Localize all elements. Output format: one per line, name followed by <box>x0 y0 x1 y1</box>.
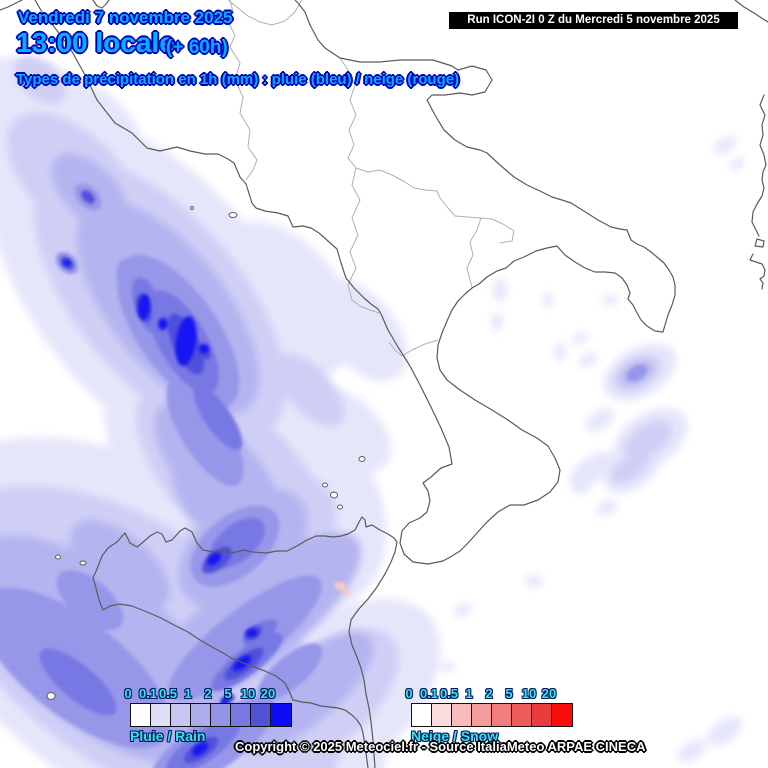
island-outline <box>46 692 56 700</box>
coastline <box>734 0 768 23</box>
scale-tick: 1 <box>465 686 473 701</box>
scale-tick: 10 <box>521 686 537 701</box>
island-outline <box>330 491 338 499</box>
scale-cell <box>512 704 532 726</box>
scale-cell <box>452 704 472 726</box>
island-outline <box>322 482 328 488</box>
region-border <box>347 167 380 314</box>
scale-cell <box>492 704 512 726</box>
region-border <box>388 339 439 357</box>
coastline <box>754 238 765 248</box>
scale-tick: 0.1 <box>138 686 158 701</box>
scale-tick: 2 <box>204 686 212 701</box>
scale-cell <box>151 704 171 726</box>
scale-cell <box>472 704 492 726</box>
scale-tick: 5 <box>505 686 513 701</box>
copyright-line: Copyright © 2025 Meteociel.fr - Source I… <box>235 739 646 754</box>
scale-cell <box>251 704 271 726</box>
island-outline <box>228 212 238 218</box>
coastline <box>92 516 398 768</box>
scale-cell <box>552 704 572 726</box>
coastline <box>751 94 767 237</box>
scale-tick: 0 <box>124 686 132 701</box>
forecast-time: 13:00 locale <box>16 27 175 58</box>
scale-cell <box>131 704 151 726</box>
map-subtitle: Types de précipitation en 1h (mm) : plui… <box>16 71 460 88</box>
island-outline <box>79 560 87 566</box>
coastline <box>0 0 23 11</box>
region-border <box>227 0 258 181</box>
scale-tick: 0.5 <box>158 686 178 701</box>
scale-tick: 5 <box>224 686 232 701</box>
scale-tick: 20 <box>260 686 276 701</box>
snow-legend: 0 0.1 0.5 1 2 5 10 20 Neige / Snow <box>393 686 593 748</box>
scale-tick: 20 <box>541 686 557 701</box>
region-border <box>466 217 482 288</box>
scale-tick: 0.5 <box>439 686 459 701</box>
coastline <box>34 0 676 565</box>
forecast-date: Vendredi 7 novembre 2025 <box>18 8 233 27</box>
coastline <box>749 253 766 290</box>
scale-cell <box>211 704 231 726</box>
island-outline <box>55 554 61 560</box>
scale-cell <box>532 704 552 726</box>
model-run-info: Run ICON-2I 0 Z du Mercredi 5 novembre 2… <box>449 12 738 29</box>
snow-spots <box>334 582 350 595</box>
island-outline <box>190 206 194 210</box>
island-outline <box>358 456 366 462</box>
island-outline <box>337 504 343 510</box>
scale-cell <box>191 704 211 726</box>
scale-tick: 2 <box>485 686 493 701</box>
scale-tick: 1 <box>184 686 192 701</box>
scale-tick: 0 <box>405 686 413 701</box>
forecast-hour-offset: (+ 60h) <box>166 37 228 58</box>
snow-scale-cells <box>411 703 573 727</box>
rain-scale-caption: Pluie / Rain <box>130 728 206 744</box>
scale-cell <box>171 704 191 726</box>
rain-scale-cells <box>130 703 292 727</box>
scale-cell <box>231 704 251 726</box>
scale-cell <box>432 704 452 726</box>
scale-tick: 10 <box>240 686 256 701</box>
region-border <box>339 57 515 244</box>
rain-legend: 0 0.1 0.5 1 2 5 10 20 Pluie / Rain <box>112 686 312 748</box>
precip-layer <box>63 260 258 756</box>
snow-scale-caption: Neige / Snow <box>411 728 499 744</box>
region-border <box>227 0 303 26</box>
coastline <box>92 0 110 9</box>
scale-tick: 0.1 <box>419 686 439 701</box>
scale-cell <box>271 704 291 726</box>
scale-cell <box>412 704 432 726</box>
